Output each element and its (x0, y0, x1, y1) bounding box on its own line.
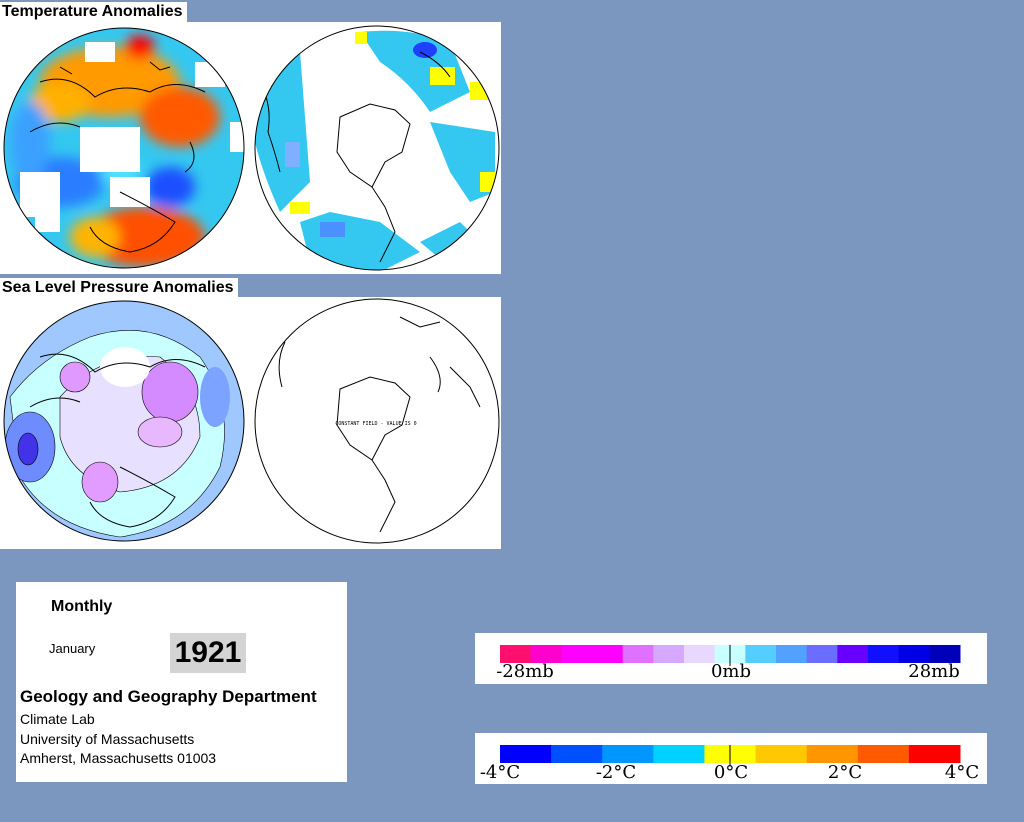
constant-field-note: CONSTANT FIELD - VALUE IS 0 (335, 421, 416, 427)
sea-level-pressure-title: Sea Level Pressure Anomalies (0, 278, 238, 298)
temperature-swatch (806, 745, 859, 763)
pressure-map-northern (3, 300, 245, 542)
pressure-swatch (622, 645, 654, 663)
pressure-maps-panel: CONSTANT FIELD - VALUE IS 0 (0, 297, 501, 549)
year-label: 1921 (170, 633, 246, 673)
temperature-map-southern (254, 25, 500, 271)
department-name: Geology and Geography Department (20, 687, 317, 706)
university-name: University of Massachusetts (20, 731, 195, 747)
pressure-swatch (898, 645, 930, 663)
pressure-swatch (929, 645, 961, 663)
temperature-swatch (602, 745, 654, 763)
pressure-color-bar (500, 645, 961, 666)
temperature-swatch (500, 745, 552, 763)
pressure-swatch (745, 645, 777, 663)
lab-name: Climate Lab (20, 711, 95, 727)
period-type: Monthly (51, 598, 113, 615)
pressure-swatch (500, 645, 532, 663)
temperature-label-minus4: -4°C (480, 762, 520, 783)
info-box: Monthly January 1921 Geology and Geograp… (16, 582, 347, 782)
pressure-color-scale: -28mb 0mb 28mb (475, 633, 987, 684)
month-label: January (49, 641, 96, 656)
pressure-swatch (806, 645, 838, 663)
pressure-map-southern: CONSTANT FIELD - VALUE IS 0 (254, 298, 500, 544)
pressure-swatch (561, 645, 593, 663)
address: Amherst, Massachusetts 01003 (20, 750, 217, 766)
temperature-label-zero: 0°C (714, 762, 748, 783)
pressure-swatch (592, 645, 624, 663)
temperature-swatch (857, 745, 910, 763)
temperature-swatch (908, 745, 961, 763)
pressure-label-min: -28mb (496, 661, 554, 682)
pressure-swatch (868, 645, 900, 663)
pressure-swatch (530, 645, 562, 663)
temperature-anomalies-title: Temperature Anomalies (0, 2, 187, 22)
temperature-label-minus2: -2°C (596, 762, 636, 783)
temperature-label-plus2: 2°C (828, 762, 862, 783)
temperature-swatch (755, 745, 808, 763)
temperature-map-northern (3, 27, 245, 269)
temperature-color-scale: -4°C -2°C 0°C 2°C 4°C (475, 733, 987, 784)
pressure-swatch (776, 645, 808, 663)
temperature-maps-panel (0, 22, 501, 274)
pressure-label-max: 28mb (908, 661, 960, 682)
pressure-swatch (653, 645, 685, 663)
temperature-swatch (551, 745, 603, 763)
pressure-swatch (684, 645, 716, 663)
pressure-swatch (837, 645, 869, 663)
temperature-label-plus4: 4°C (945, 762, 979, 783)
pressure-label-zero: 0mb (711, 661, 751, 682)
temperature-swatch (653, 745, 705, 763)
temperature-color-bar (500, 745, 961, 766)
